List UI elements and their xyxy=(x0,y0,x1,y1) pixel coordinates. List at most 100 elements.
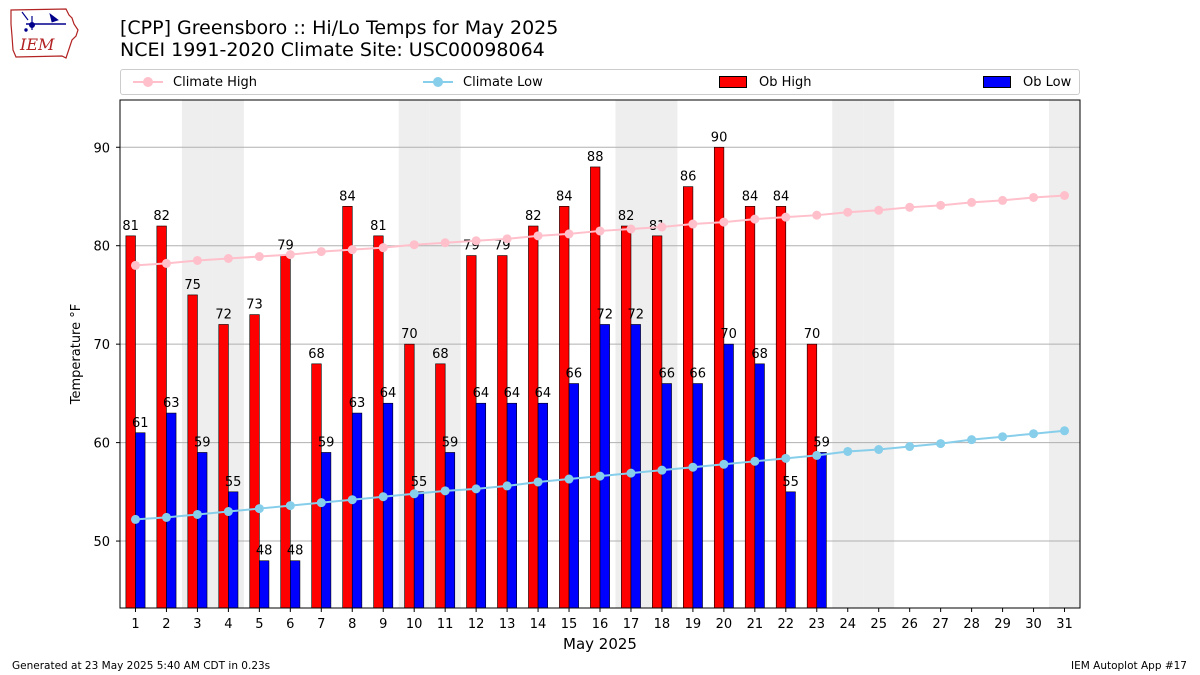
climate-low-point xyxy=(471,484,481,494)
x-tick-label: 4 xyxy=(224,617,232,632)
x-tick-label: 15 xyxy=(561,617,578,632)
ob-low-bar xyxy=(754,363,765,609)
ob-high-bar xyxy=(744,206,756,609)
x-tick-label: 1 xyxy=(131,617,139,632)
climate-low-marker-icon xyxy=(423,75,453,89)
ob-low-bar xyxy=(661,383,672,609)
climate-low-point xyxy=(161,512,171,522)
climate-high-marker-icon xyxy=(133,75,163,89)
ob-high-bar xyxy=(497,255,508,609)
ob-high-value-label: 81 xyxy=(122,219,139,234)
ob-high-value-label: 73 xyxy=(246,298,263,313)
climate-low-point xyxy=(936,439,946,449)
ob-high-bar xyxy=(311,363,322,609)
ob-high-bar xyxy=(466,255,477,609)
x-tick-label: 28 xyxy=(963,617,980,632)
weekend-shade xyxy=(863,100,895,608)
y-tick-label: 90 xyxy=(93,141,110,156)
climate-low-point xyxy=(688,462,698,472)
climate-low-point xyxy=(285,501,295,511)
climate-high-point xyxy=(223,254,233,264)
climate-low-point xyxy=(564,474,574,484)
climate-low-point xyxy=(254,504,264,514)
climate-low-point xyxy=(595,471,605,481)
ob-low-bar xyxy=(630,324,641,609)
ob-high-bar xyxy=(652,235,663,609)
ob-low-bar xyxy=(166,412,177,609)
climate-low-point xyxy=(750,456,760,466)
logo-text: IEM xyxy=(19,35,55,54)
ob-high-value-label: 68 xyxy=(308,347,325,362)
ob-low-value-label: 72 xyxy=(627,307,644,322)
legend-item-climate-high: Climate High xyxy=(133,70,257,94)
climate-high-point xyxy=(657,222,667,232)
x-tick-label: 13 xyxy=(499,617,516,632)
climate-high-point xyxy=(378,243,388,253)
climate-low-point xyxy=(967,435,977,445)
ob-high-bar xyxy=(806,343,818,609)
ob-low-value-label: 48 xyxy=(256,544,273,559)
ob-high-swatch-icon xyxy=(719,75,749,89)
ob-high-value-label: 88 xyxy=(587,150,604,165)
climate-low-point xyxy=(1060,426,1070,436)
ob-low-value-label: 64 xyxy=(535,386,552,401)
climate-high-point xyxy=(688,219,698,229)
ob-high-bar xyxy=(683,186,694,609)
climate-high-point xyxy=(533,231,543,241)
x-tick-label: 12 xyxy=(468,617,485,632)
ob-high-value-label: 86 xyxy=(680,170,697,185)
legend-item-climate-low: Climate Low xyxy=(423,70,543,94)
ob-low-value-label: 59 xyxy=(813,435,830,450)
ob-low-value-label: 61 xyxy=(132,416,149,431)
ob-high-bar xyxy=(528,225,539,609)
climate-high-point xyxy=(595,226,605,236)
climate-low-point xyxy=(347,495,357,505)
climate-high-point xyxy=(192,255,202,265)
x-tick-label: 3 xyxy=(193,617,201,632)
climate-high-point xyxy=(285,250,295,260)
ob-high-value-label: 70 xyxy=(804,327,821,342)
ob-high-value-label: 82 xyxy=(525,209,542,224)
ob-high-bar xyxy=(373,235,384,609)
climate-high-point xyxy=(812,210,822,220)
legend-label-ob-high: Ob High xyxy=(759,74,812,90)
climate-low-point xyxy=(192,509,202,519)
x-tick-label: 30 xyxy=(1025,617,1042,632)
x-tick-label: 17 xyxy=(623,617,640,632)
climate-high-point xyxy=(781,212,791,222)
climate-high-point xyxy=(874,205,884,215)
climate-low-point xyxy=(657,465,667,475)
ob-low-bar xyxy=(197,452,208,609)
iowa-state-outline xyxy=(10,8,79,59)
ob-high-value-label: 82 xyxy=(618,209,635,224)
x-tick-label: 5 xyxy=(255,617,263,632)
ob-low-value-label: 66 xyxy=(658,367,675,382)
ob-high-value-label: 84 xyxy=(339,189,356,204)
climate-high-point xyxy=(626,224,636,234)
ob-high-value-label: 81 xyxy=(370,219,387,234)
ob-low-bar xyxy=(816,452,827,609)
ob-high-value-label: 84 xyxy=(556,189,573,204)
climate-low-point xyxy=(626,468,636,478)
legend-label-ob-low: Ob Low xyxy=(1023,74,1072,90)
ob-high-bar xyxy=(775,206,787,609)
x-tick-label: 8 xyxy=(348,617,356,632)
climate-high-point xyxy=(564,229,574,239)
ob-low-bar xyxy=(382,402,394,609)
legend-label-climate-high: Climate High xyxy=(173,74,258,90)
ob-low-bar xyxy=(320,452,332,609)
ob-low-bar xyxy=(568,383,579,609)
x-tick-label: 7 xyxy=(317,617,325,632)
ob-low-bar xyxy=(599,324,610,609)
ob-high-value-label: 90 xyxy=(711,130,728,145)
legend-label-climate-low: Climate Low xyxy=(463,74,543,90)
y-axis-label: Temperature °F xyxy=(69,304,84,405)
chart-title: [CPP] Greensboro :: Hi/Lo Temps for May … xyxy=(120,17,559,39)
ob-low-value-label: 63 xyxy=(163,396,180,411)
climate-high-point xyxy=(719,217,729,227)
ob-low-value-label: 66 xyxy=(689,367,706,382)
climate-high-point xyxy=(254,252,264,262)
climate-low-point xyxy=(874,444,884,454)
climate-high-point xyxy=(440,238,450,248)
